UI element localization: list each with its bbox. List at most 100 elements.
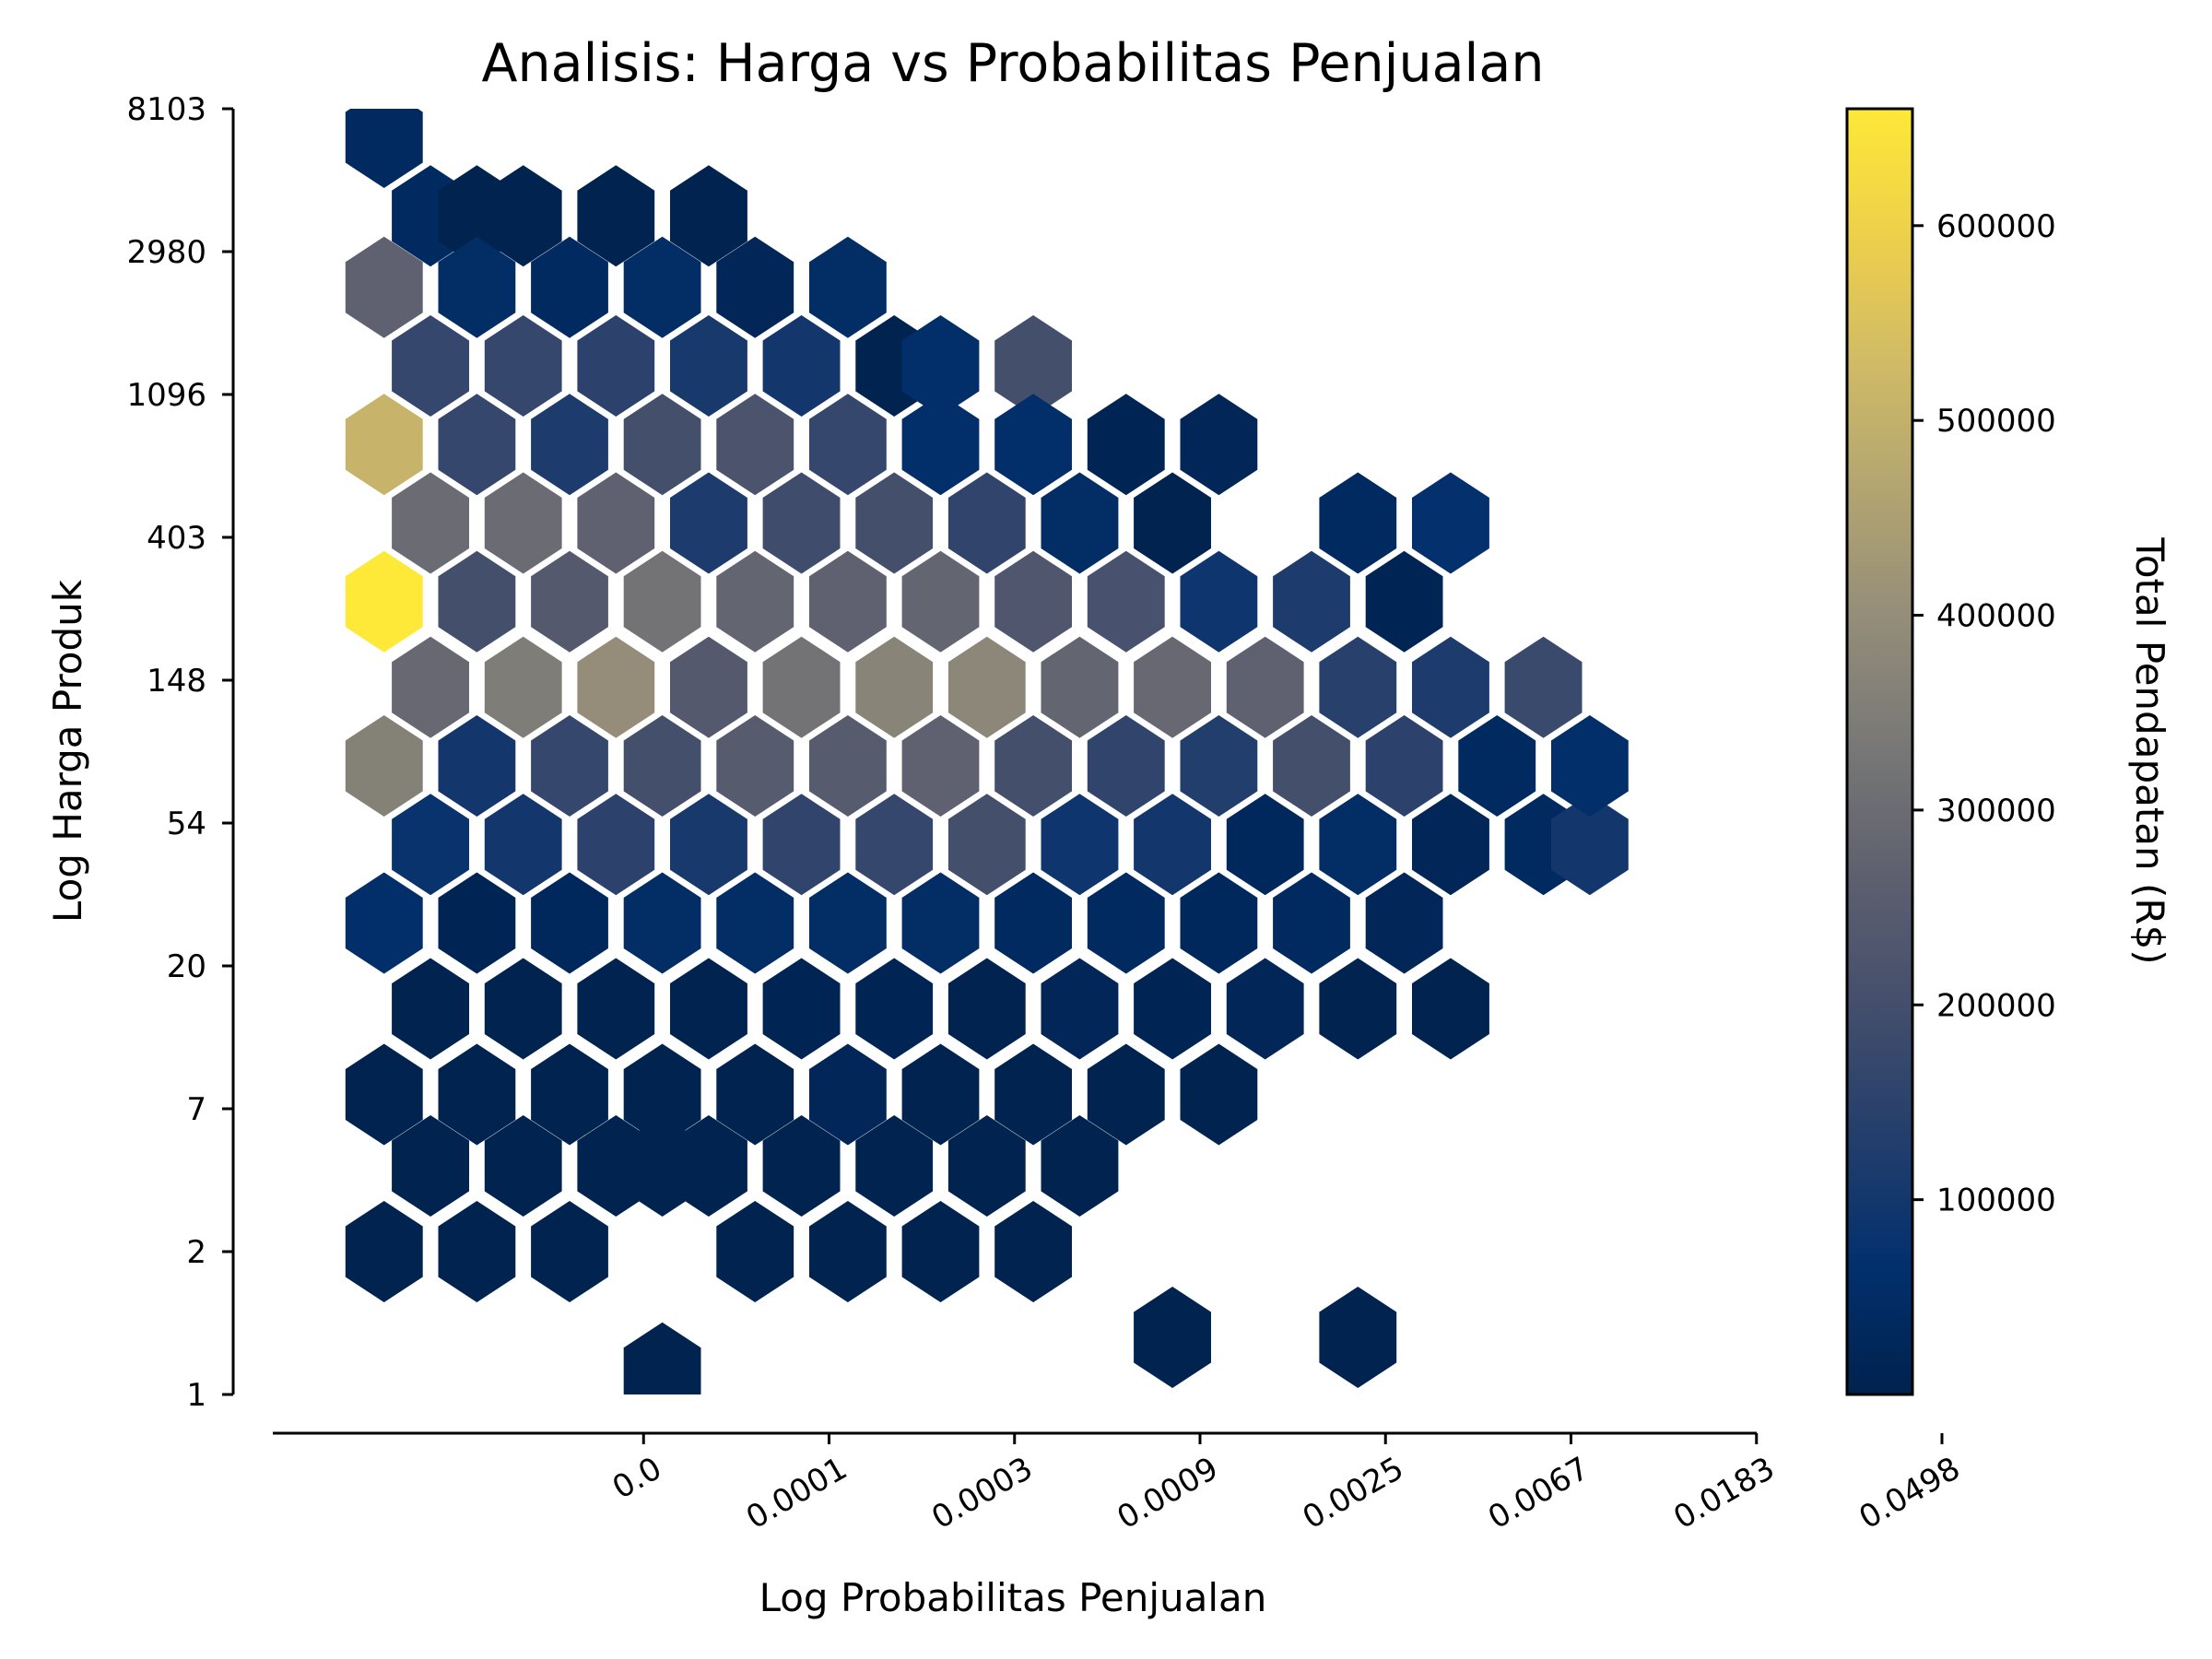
y-tick-label: 7 xyxy=(186,1091,206,1128)
hexbin-cell xyxy=(1134,1287,1211,1388)
hexbin-cell xyxy=(762,958,841,1060)
hexbin-cell xyxy=(1087,394,1165,496)
hexbin-cell xyxy=(577,315,655,417)
hexbin-cell xyxy=(484,794,562,896)
hexbin-cell xyxy=(577,636,655,738)
hexbin-cell xyxy=(1319,472,1397,574)
hexbin-cell xyxy=(855,794,934,896)
hexbin-cell xyxy=(1041,1115,1119,1217)
hexbin-cell xyxy=(392,472,469,574)
hexbin-cell xyxy=(716,715,794,817)
y-tick-label: 8103 xyxy=(126,91,206,128)
hexbin-cell xyxy=(762,315,841,417)
colorbar-tick-label: 600000 xyxy=(1936,208,2056,245)
hexbin-cell xyxy=(577,958,655,1060)
hexbin-cell xyxy=(1273,872,1350,974)
hexbin-cell xyxy=(1041,472,1119,574)
y-axis-label: Log Harga Produk xyxy=(45,579,90,923)
x-tick-label: 0.0025 xyxy=(1297,1450,1410,1536)
hexbin-cell xyxy=(392,636,469,738)
x-tick-label: 0.0067 xyxy=(1482,1450,1595,1536)
hexbin-cell xyxy=(809,1043,887,1146)
hexbin-cell xyxy=(531,550,608,653)
hexbin-cell xyxy=(1041,958,1119,1060)
hexbin-cell xyxy=(1087,872,1165,974)
hexbin-cell xyxy=(484,958,562,1060)
x-axis-label: Log Probabilitas Penjualan xyxy=(759,1575,1267,1620)
hexbin-cell xyxy=(716,1043,794,1146)
hexbin-cell xyxy=(1180,1043,1258,1146)
hexbin-cell xyxy=(1041,794,1119,896)
hexbin-cell xyxy=(716,1201,794,1302)
hexbin-cell xyxy=(855,1115,934,1217)
hexbin-cell xyxy=(1134,794,1211,896)
hexbin-cell xyxy=(1180,550,1258,653)
hexbin-cell xyxy=(670,636,747,738)
x-tick-label: 0.0498 xyxy=(1853,1450,1966,1536)
hexbin-cell xyxy=(716,550,794,653)
hexbin-cell xyxy=(1319,1287,1397,1388)
hexbin-cell xyxy=(1134,636,1211,738)
hexbin-cell xyxy=(762,794,841,896)
hexbin-cell xyxy=(901,1201,980,1302)
hexbin-cell xyxy=(1365,550,1443,653)
y-tick-label: 1096 xyxy=(126,377,206,414)
hexbin-cell xyxy=(1041,636,1119,738)
colorbar-ticks: 100000 200000 300000 400000 500000 600000 xyxy=(1912,208,2056,1219)
hexbin-cell xyxy=(994,1043,1072,1146)
hexbin-cell xyxy=(438,550,516,653)
hexbin-cell xyxy=(345,394,423,496)
hexbin-cell xyxy=(1180,872,1258,974)
x-tick-label: 0.0183 xyxy=(1667,1450,1781,1536)
hexbin-cell xyxy=(947,472,1026,574)
hexbin-cell xyxy=(670,315,747,417)
hexbin-cell xyxy=(809,1201,887,1302)
hexbin-cell xyxy=(670,472,747,574)
hexbin-cell xyxy=(623,550,701,653)
hexbin-cell xyxy=(531,1201,608,1302)
hexbin-cell xyxy=(1180,715,1258,817)
hexbin-cell xyxy=(345,715,423,817)
colorbar-label: Total Pendapatan (R$) xyxy=(2127,536,2172,964)
hexbin-cell xyxy=(762,1115,841,1217)
hexbin-cell xyxy=(1504,636,1583,738)
colorbar-tick-label: 200000 xyxy=(1936,987,2056,1024)
hexbin-cell xyxy=(484,636,562,738)
hexbin-cell xyxy=(345,236,423,338)
hexbin-cell xyxy=(1226,794,1304,896)
hexbin-cell xyxy=(716,236,794,338)
hexbin-cell xyxy=(1365,872,1443,974)
hexbin-cell xyxy=(1412,636,1489,738)
hexbin-cell xyxy=(670,794,747,896)
colorbar-tick-label: 300000 xyxy=(1936,793,2056,830)
hexbin-cell xyxy=(345,550,423,653)
hexbin-cell xyxy=(809,550,887,653)
hexbin-cell xyxy=(1319,636,1397,738)
colorbar-tick-label: 100000 xyxy=(1936,1182,2056,1219)
hexbin-cell xyxy=(484,1115,562,1217)
hexbin-cell xyxy=(1412,958,1489,1060)
x-tick-label: 0.0 xyxy=(606,1450,668,1507)
hexbin-cell xyxy=(670,958,747,1060)
hexbin-cell xyxy=(438,872,516,974)
chart-title: Analisis: Harga vs Probabilitas Penjuala… xyxy=(482,33,1545,94)
hexbin-cell xyxy=(484,315,562,417)
hexbin-cell xyxy=(762,472,841,574)
hexbin-cell xyxy=(1273,715,1350,817)
hexbin-cell xyxy=(345,1043,423,1146)
hexbin-cell xyxy=(623,872,701,974)
y-tick-label: 148 xyxy=(147,663,206,700)
hexbin-cell xyxy=(947,794,1026,896)
hexbin-cell xyxy=(809,236,887,338)
hexbin-cell xyxy=(809,394,887,496)
hexbin-cell xyxy=(716,872,794,974)
x-axis-ticks: 0.0 0.0001 0.0003 0.0009 0.0025 0.0067 0.0183 0… xyxy=(606,1433,1967,1536)
x-tick-label: 0.0001 xyxy=(740,1450,853,1536)
hexbin-cell xyxy=(1551,715,1629,817)
hexbin-cell xyxy=(484,472,562,574)
hexbin-cell xyxy=(531,715,608,817)
hexbin-cell xyxy=(994,715,1072,817)
hexbin-layer xyxy=(345,109,1629,1394)
hexbin-cell xyxy=(392,315,469,417)
y-tick-label: 20 xyxy=(167,948,206,985)
